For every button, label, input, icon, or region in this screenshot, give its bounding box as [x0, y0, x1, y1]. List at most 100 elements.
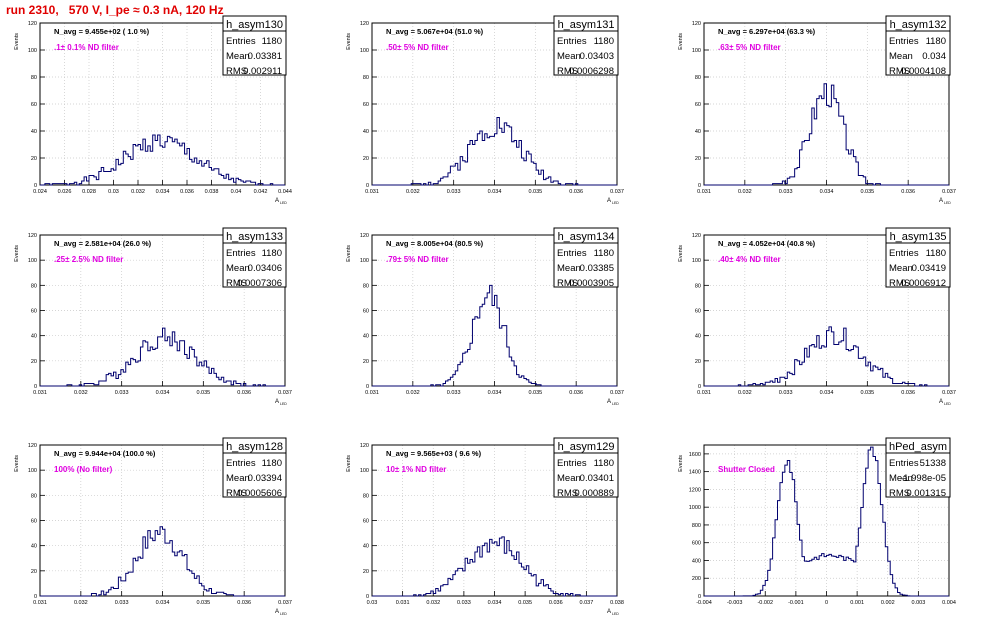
y-tick-label: 1600: [689, 452, 701, 458]
stat-label: RMS: [889, 278, 910, 289]
filter-annotation: .50± 5% ND filter: [386, 43, 449, 52]
stats-box: h_asym134 Entries 1180 Mean0.03385RMS0.0003…: [553, 227, 619, 289]
x-tick-label: 0.036: [237, 600, 251, 606]
y-tick-label: 60: [31, 309, 37, 315]
x-tick-label: 0.031: [697, 390, 711, 396]
x-axis-subscript: LED: [280, 201, 287, 205]
y-tick-label: 40: [363, 334, 369, 340]
stat-value: 1180: [262, 36, 282, 47]
x-axis-subscript: LED: [280, 402, 287, 406]
stat-label: RMS: [226, 488, 247, 499]
x-axis-title: A: [939, 399, 943, 405]
x-axis-subscript: LED: [612, 612, 619, 616]
stats-box: h_asym132 Entries 1180 Mean 0.034 RMS0.000410…: [885, 15, 951, 77]
stat-label: Entries: [226, 248, 256, 259]
y-tick-label: 80: [363, 493, 369, 499]
y-tick-label: 100: [360, 48, 369, 54]
y-tick-label: 60: [31, 102, 37, 108]
y-tick-label: 120: [692, 233, 701, 239]
x-tick-label: 0.038: [610, 600, 624, 606]
x-tick-label: 0.037: [610, 390, 624, 396]
y-tick-label: 20: [31, 569, 37, 575]
y-tick-label: 0: [698, 594, 701, 600]
stat-label: RMS: [889, 488, 910, 499]
stat-label: RMS: [557, 278, 578, 289]
stats-box-frame: [222, 227, 287, 288]
stat-value: 0.03403: [580, 51, 614, 62]
x-tick-label: 0.033: [115, 390, 129, 396]
stat-label: Mean: [226, 473, 250, 484]
x-tick-label: 0.035: [196, 600, 210, 606]
x-tick-label: 0.032: [406, 189, 420, 195]
stat-label: Entries: [889, 248, 919, 259]
stat-value: 0.001315: [906, 488, 946, 499]
x-tick-label: 0.032: [74, 390, 88, 396]
stat-value: 0.0007306: [237, 278, 282, 289]
y-tick-label: 100: [360, 468, 369, 474]
x-tick-label: 0.003: [911, 600, 925, 606]
x-tick-label: 0.028: [82, 189, 96, 195]
stat-label: Mean: [557, 263, 581, 274]
y-tick-label: 20: [695, 156, 701, 162]
stat-label: Mean: [226, 263, 250, 274]
x-tick-label: 0.033: [115, 600, 129, 606]
x-tick-label: 0.034: [820, 390, 834, 396]
histogram-name: hPed_asym: [889, 441, 947, 453]
x-tick-label: 0.035: [528, 189, 542, 195]
histogram-line: [372, 284, 617, 387]
y-tick-label: 120: [360, 233, 369, 239]
navg-label: N_avg = 5.067e+04 (51.0 %): [386, 27, 484, 36]
stats-box-frame: [885, 227, 951, 288]
x-tick-label: 0.032: [426, 600, 440, 606]
x-tick-label: 0.03: [108, 189, 119, 195]
x-tick-label: 0.044: [278, 189, 292, 195]
stats-box-frame: [222, 15, 287, 76]
histogram-line: [40, 327, 285, 387]
x-tick-label: 0.033: [447, 390, 461, 396]
x-tick-label: 0.037: [278, 600, 292, 606]
stat-value: 1180: [926, 248, 946, 259]
stat-label: Entries: [226, 36, 256, 47]
stat-label: RMS: [889, 66, 910, 77]
x-tick-label: 0.034: [156, 189, 170, 195]
x-tick-label: 0.031: [33, 600, 47, 606]
x-tick-label: 0.035: [528, 390, 542, 396]
x-tick-label: 0.036: [569, 390, 583, 396]
histogram-panel: 0.031 0.032 0.033 0.034 0.035 0.036 0.037 0 20 40…: [346, 15, 624, 205]
y-tick-label: 40: [695, 334, 701, 340]
x-axis-subscript: LED: [612, 201, 619, 205]
stat-value: 0.03419: [912, 263, 946, 274]
x-tick-label: 0.033: [447, 189, 461, 195]
y-tick-label: 100: [28, 258, 37, 264]
navg-label: N_avg = 9.565e+03 ( 9.6 %): [386, 449, 482, 458]
stats-box: h_asym131 Entries 1180 Mean0.03403RMS0.0006…: [553, 15, 619, 77]
histogram-panel: -0.004 -0.003 -0.002 -0.001 0 0.001 0.002 0.003…: [678, 437, 956, 606]
x-tick-label: 0.035: [196, 390, 210, 396]
stats-box-frame: [553, 15, 619, 76]
histogram-panel: 0.031 0.032 0.033 0.034 0.035 0.036 0.037 0 20 40…: [14, 227, 292, 406]
x-tick-label: 0.032: [74, 600, 88, 606]
stat-label: Mean: [557, 51, 581, 62]
x-tick-label: 0.035: [518, 600, 532, 606]
filter-annotation: 100% (No filter): [54, 465, 113, 474]
x-tick-label: 0.034: [156, 600, 170, 606]
y-tick-label: 1200: [689, 487, 701, 493]
y-tick-label: 40: [695, 129, 701, 135]
filter-annotation: Shutter Closed: [718, 465, 775, 474]
stat-label: RMS: [557, 488, 578, 499]
stat-label: Entries: [557, 36, 587, 47]
histogram-panel: 0.031 0.032 0.033 0.034 0.035 0.036 0.037 0 20 40…: [346, 227, 624, 406]
histogram-name: h_asym135: [890, 231, 947, 243]
y-tick-label: 0: [366, 594, 369, 600]
y-tick-label: 40: [31, 129, 37, 135]
y-tick-label: 100: [28, 468, 37, 474]
y-axis-title: Events: [14, 33, 20, 50]
stat-value: 1180: [594, 36, 614, 47]
x-axis-title: A: [607, 198, 611, 204]
histogram-name: h_asym130: [226, 19, 283, 31]
x-tick-label: 0.034: [156, 390, 170, 396]
filter-annotation: .25± 2.5% ND filter: [54, 255, 123, 264]
x-axis-title: A: [275, 399, 279, 405]
stat-value: 0.03381: [248, 51, 282, 62]
